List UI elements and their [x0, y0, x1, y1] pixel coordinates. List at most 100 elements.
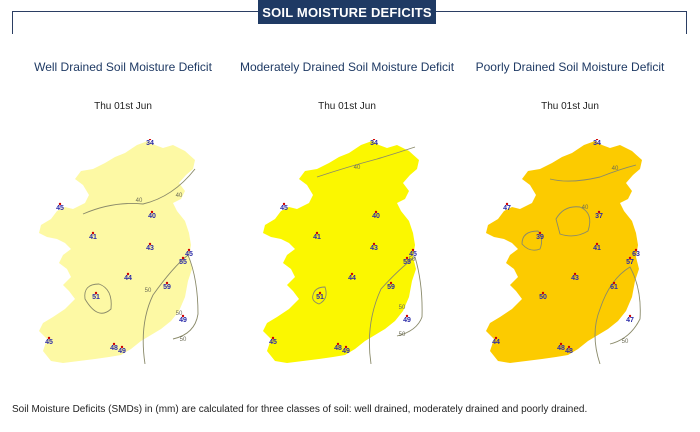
contour-label: 40 [612, 166, 619, 172]
header-frame-left [12, 11, 259, 34]
station-marker [282, 202, 286, 206]
station-value: 45 [409, 251, 417, 258]
station-value: 43 [370, 245, 378, 252]
station-value: 45 [56, 205, 64, 212]
station-marker [389, 281, 393, 285]
station-value: 49 [179, 317, 187, 324]
station-marker [634, 248, 638, 252]
island-shape [39, 141, 195, 363]
station-marker [612, 281, 616, 285]
panel-date: Thu 01st Jun [541, 101, 599, 112]
contour-label: 50 [145, 288, 152, 294]
island-shape [263, 141, 419, 363]
station-value: 55 [403, 259, 411, 266]
station-value: 43 [146, 245, 154, 252]
contour-label: 50 [399, 305, 406, 311]
station-value: 59 [387, 284, 395, 291]
station-value: 59 [163, 284, 171, 291]
station-value: 50 [539, 294, 547, 301]
station-marker [538, 231, 542, 235]
station-value: 45 [280, 205, 288, 212]
panel-well-drained: Well Drained Soil Moisture Deficit Thu 0… [13, 55, 233, 364]
station-marker [374, 210, 378, 214]
panel-moderately-drained: Moderately Drained Soil Moisture Deficit… [237, 55, 457, 364]
station-marker [372, 242, 376, 246]
contour-label: 40 [582, 205, 589, 211]
station-marker [150, 210, 154, 214]
contour-line [521, 230, 543, 251]
station-value: 49 [403, 317, 411, 324]
station-marker [148, 139, 152, 141]
station-value: 41 [313, 234, 321, 241]
contour-line [316, 146, 416, 178]
panel-title: Moderately Drained Soil Moisture Deficit [239, 60, 455, 74]
station-value: 40 [148, 213, 156, 220]
contour-line [555, 206, 591, 237]
station-marker [315, 231, 319, 235]
station-marker [344, 345, 348, 349]
island-shape [486, 141, 642, 363]
station-marker [628, 314, 632, 318]
station-value: 48 [110, 345, 118, 352]
station-marker [181, 256, 185, 260]
station-marker [494, 336, 498, 340]
station-marker [372, 139, 376, 141]
station-marker [595, 139, 599, 141]
station-value: 47 [626, 317, 634, 324]
station-marker [112, 342, 116, 346]
station-value: 34 [146, 140, 154, 147]
station-value: 44 [348, 275, 356, 282]
station-marker [181, 314, 185, 318]
station-marker [94, 291, 98, 295]
station-marker [187, 248, 191, 252]
contour-label: 50 [180, 337, 187, 343]
station-marker [58, 202, 62, 206]
station-value: 51 [316, 294, 324, 301]
station-value: 57 [626, 259, 634, 266]
station-value: 37 [595, 213, 603, 220]
contour-label: 50 [622, 339, 629, 345]
station-marker [336, 342, 340, 346]
station-value: 43 [571, 275, 579, 282]
station-marker [567, 345, 571, 349]
panel-title: Poorly Drained Soil Moisture Deficit [475, 60, 665, 74]
contour-label: 40 [136, 198, 143, 204]
contour-line [82, 168, 196, 215]
contour-label: 50 [176, 311, 183, 317]
station-value: 44 [492, 339, 500, 346]
station-marker [597, 210, 601, 214]
contour-label: 40 [354, 165, 361, 171]
panel-date: Thu 01st Jun [94, 101, 152, 112]
page-title: SOIL MOISTURE DEFICITS [258, 0, 436, 24]
station-value: 49 [118, 348, 126, 355]
station-value: 49 [342, 348, 350, 355]
contour-line [312, 286, 327, 305]
station-value: 55 [179, 259, 187, 266]
station-marker [541, 291, 545, 295]
station-value: 44 [124, 275, 132, 282]
contour-line [142, 254, 199, 364]
station-marker [165, 281, 169, 285]
station-value: 34 [593, 140, 601, 147]
station-marker [628, 256, 632, 260]
station-value: 45 [269, 339, 277, 346]
station-value: 41 [593, 245, 601, 252]
station-value: 48 [565, 348, 573, 355]
station-marker [405, 314, 409, 318]
station-value: 51 [92, 294, 100, 301]
station-value: 48 [557, 345, 565, 352]
station-marker [505, 202, 509, 206]
station-marker [271, 336, 275, 340]
station-marker [148, 242, 152, 246]
panel-title: Well Drained Soil Moisture Deficit [34, 60, 212, 74]
station-marker [120, 345, 124, 349]
station-marker [559, 342, 563, 346]
contour-label: 50 [409, 257, 416, 263]
station-value: 39 [536, 234, 544, 241]
station-marker [350, 272, 354, 276]
station-marker [573, 272, 577, 276]
station-marker [91, 231, 95, 235]
